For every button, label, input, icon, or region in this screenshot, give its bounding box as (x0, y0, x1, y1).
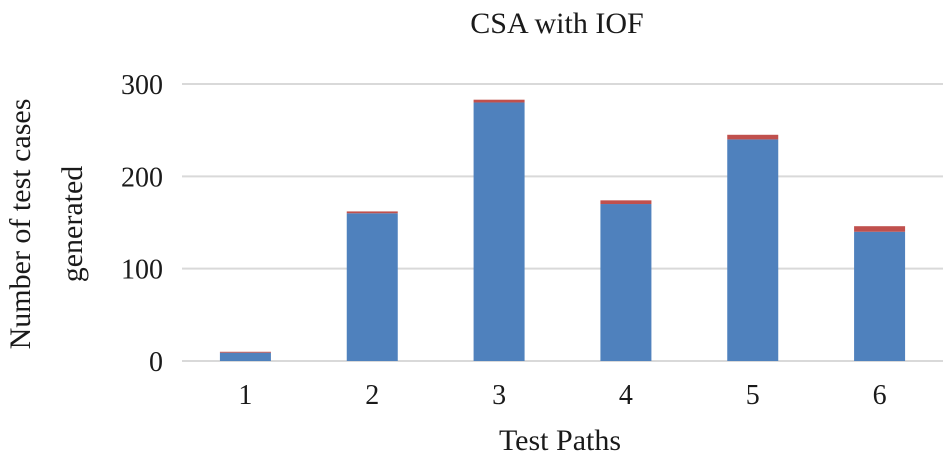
x-tick-label: 3 (492, 380, 506, 411)
y-tick-label: 300 (121, 70, 163, 101)
chart-title: CSA with IOF (470, 7, 643, 40)
gridlines (182, 83, 943, 362)
bar-segment-series-1-path-5 (727, 139, 779, 361)
bar-segment-series-2-path-4 (600, 200, 652, 205)
y-axis-ticks: 0 100 200 300 (121, 70, 163, 378)
bar-segment-series-2-path-6 (854, 226, 906, 232)
y-tick-label: 100 (121, 255, 163, 286)
y-tick-label: 200 (121, 162, 163, 193)
y-tick-label: 0 (149, 347, 163, 378)
bar-segment-series-1-path-4 (600, 204, 652, 361)
bars (219, 99, 906, 361)
x-axis-label: Test Paths (499, 424, 621, 457)
bar-segment-series-1-path-2 (346, 213, 398, 361)
bar-segment-series-1-path-3 (473, 102, 525, 361)
x-tick-label: 6 (873, 380, 887, 411)
x-tick-label: 5 (746, 380, 760, 411)
bar-segment-series-2-path-3 (473, 99, 525, 103)
bar-segment-series-2-path-5 (727, 134, 779, 140)
x-tick-label: 2 (365, 380, 379, 411)
bar-segment-series-2-path-1 (219, 351, 271, 353)
x-tick-label: 4 (619, 380, 633, 411)
bar-segment-series-2-path-2 (346, 211, 398, 214)
x-axis-ticks: 1 2 3 4 5 6 (238, 380, 886, 411)
y-axis-label-line-2: generated (56, 166, 89, 283)
y-axis-label-line-1: Number of test cases (4, 99, 37, 350)
x-tick-label: 1 (238, 380, 252, 411)
y-axis-label: Number of test cases generated (4, 99, 89, 350)
bar-segment-series-1-path-1 (219, 352, 271, 361)
bar-segment-series-1-path-6 (854, 231, 906, 361)
